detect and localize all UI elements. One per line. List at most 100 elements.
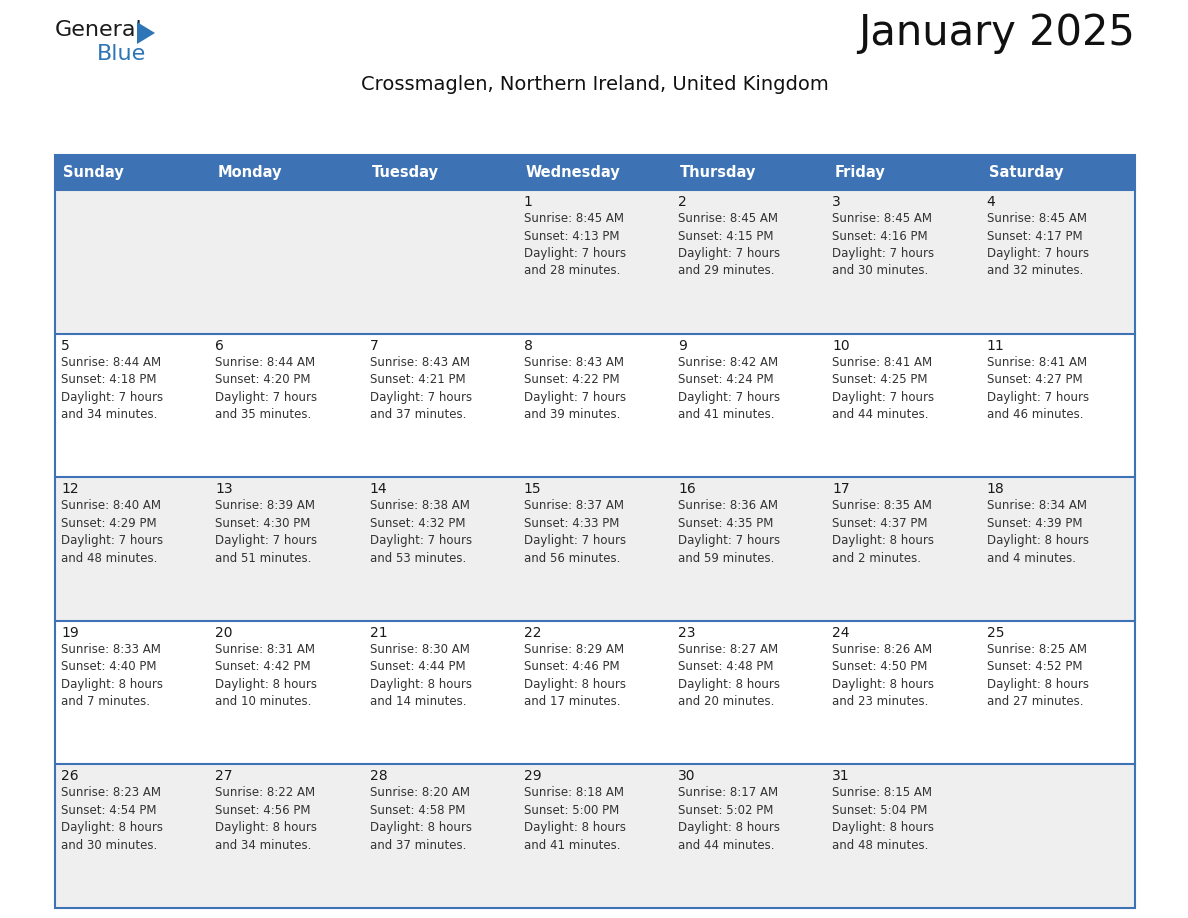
Text: 27: 27 [215, 769, 233, 783]
Text: Sunrise: 8:30 AM
Sunset: 4:44 PM
Daylight: 8 hours
and 14 minutes.: Sunrise: 8:30 AM Sunset: 4:44 PM Dayligh… [369, 643, 472, 709]
Text: Sunday: Sunday [63, 165, 124, 180]
Text: 3: 3 [833, 195, 841, 209]
Text: 2: 2 [678, 195, 687, 209]
Bar [827, 765, 981, 908]
Text: Sunrise: 8:15 AM
Sunset: 5:04 PM
Daylight: 8 hours
and 48 minutes.: Sunrise: 8:15 AM Sunset: 5:04 PM Dayligh… [833, 787, 935, 852]
Bar [518, 155, 672, 190]
Bar [672, 765, 827, 908]
Bar [518, 333, 672, 477]
Text: Sunrise: 8:43 AM
Sunset: 4:22 PM
Daylight: 7 hours
and 39 minutes.: Sunrise: 8:43 AM Sunset: 4:22 PM Dayligh… [524, 355, 626, 421]
Text: 10: 10 [833, 339, 851, 353]
Text: 23: 23 [678, 626, 696, 640]
Text: 21: 21 [369, 626, 387, 640]
Text: Blue: Blue [97, 44, 146, 64]
Bar [827, 621, 981, 765]
Bar [55, 155, 209, 190]
Text: Sunrise: 8:41 AM
Sunset: 4:27 PM
Daylight: 7 hours
and 46 minutes.: Sunrise: 8:41 AM Sunset: 4:27 PM Dayligh… [987, 355, 1089, 421]
Text: Friday: Friday [834, 165, 885, 180]
Polygon shape [137, 22, 154, 44]
Bar [209, 190, 364, 333]
Bar [672, 155, 827, 190]
Text: 14: 14 [369, 482, 387, 497]
Text: Sunrise: 8:33 AM
Sunset: 4:40 PM
Daylight: 8 hours
and 7 minutes.: Sunrise: 8:33 AM Sunset: 4:40 PM Dayligh… [61, 643, 163, 709]
Text: 28: 28 [369, 769, 387, 783]
Text: 5: 5 [61, 339, 70, 353]
Bar [209, 155, 364, 190]
Bar [981, 333, 1135, 477]
Text: Sunrise: 8:31 AM
Sunset: 4:42 PM
Daylight: 8 hours
and 10 minutes.: Sunrise: 8:31 AM Sunset: 4:42 PM Dayligh… [215, 643, 317, 709]
Bar [518, 621, 672, 765]
Text: Sunrise: 8:34 AM
Sunset: 4:39 PM
Daylight: 8 hours
and 4 minutes.: Sunrise: 8:34 AM Sunset: 4:39 PM Dayligh… [987, 499, 1088, 565]
Bar [672, 190, 827, 333]
Bar [364, 333, 518, 477]
Text: 25: 25 [987, 626, 1004, 640]
Bar [55, 190, 209, 333]
Text: January 2025: January 2025 [858, 12, 1135, 54]
Text: Sunrise: 8:45 AM
Sunset: 4:13 PM
Daylight: 7 hours
and 28 minutes.: Sunrise: 8:45 AM Sunset: 4:13 PM Dayligh… [524, 212, 626, 277]
Bar [981, 765, 1135, 908]
Text: 18: 18 [987, 482, 1005, 497]
Text: Sunrise: 8:43 AM
Sunset: 4:21 PM
Daylight: 7 hours
and 37 minutes.: Sunrise: 8:43 AM Sunset: 4:21 PM Dayligh… [369, 355, 472, 421]
Bar [981, 155, 1135, 190]
Bar [55, 477, 209, 621]
Bar [364, 621, 518, 765]
Text: 15: 15 [524, 482, 542, 497]
Bar [209, 765, 364, 908]
Text: 16: 16 [678, 482, 696, 497]
Text: Sunrise: 8:44 AM
Sunset: 4:18 PM
Daylight: 7 hours
and 34 minutes.: Sunrise: 8:44 AM Sunset: 4:18 PM Dayligh… [61, 355, 163, 421]
Text: Sunrise: 8:42 AM
Sunset: 4:24 PM
Daylight: 7 hours
and 41 minutes.: Sunrise: 8:42 AM Sunset: 4:24 PM Dayligh… [678, 355, 781, 421]
Bar [981, 477, 1135, 621]
Bar [55, 333, 209, 477]
Text: 17: 17 [833, 482, 851, 497]
Bar [209, 477, 364, 621]
Text: 31: 31 [833, 769, 851, 783]
Text: Sunrise: 8:22 AM
Sunset: 4:56 PM
Daylight: 8 hours
and 34 minutes.: Sunrise: 8:22 AM Sunset: 4:56 PM Dayligh… [215, 787, 317, 852]
Bar [209, 333, 364, 477]
Text: Sunrise: 8:36 AM
Sunset: 4:35 PM
Daylight: 7 hours
and 59 minutes.: Sunrise: 8:36 AM Sunset: 4:35 PM Dayligh… [678, 499, 781, 565]
Text: 4: 4 [987, 195, 996, 209]
Text: Sunrise: 8:27 AM
Sunset: 4:48 PM
Daylight: 8 hours
and 20 minutes.: Sunrise: 8:27 AM Sunset: 4:48 PM Dayligh… [678, 643, 781, 709]
Bar [981, 621, 1135, 765]
Text: 6: 6 [215, 339, 225, 353]
Text: Sunrise: 8:45 AM
Sunset: 4:16 PM
Daylight: 7 hours
and 30 minutes.: Sunrise: 8:45 AM Sunset: 4:16 PM Dayligh… [833, 212, 935, 277]
Text: 30: 30 [678, 769, 696, 783]
Text: Sunrise: 8:23 AM
Sunset: 4:54 PM
Daylight: 8 hours
and 30 minutes.: Sunrise: 8:23 AM Sunset: 4:54 PM Dayligh… [61, 787, 163, 852]
Bar [364, 155, 518, 190]
Text: 7: 7 [369, 339, 378, 353]
Text: Sunrise: 8:45 AM
Sunset: 4:15 PM
Daylight: 7 hours
and 29 minutes.: Sunrise: 8:45 AM Sunset: 4:15 PM Dayligh… [678, 212, 781, 277]
Text: 12: 12 [61, 482, 78, 497]
Bar [827, 155, 981, 190]
Text: 20: 20 [215, 626, 233, 640]
Text: Sunrise: 8:26 AM
Sunset: 4:50 PM
Daylight: 8 hours
and 23 minutes.: Sunrise: 8:26 AM Sunset: 4:50 PM Dayligh… [833, 643, 935, 709]
Bar [55, 155, 1135, 908]
Text: Tuesday: Tuesday [372, 165, 438, 180]
Text: Saturday: Saturday [988, 165, 1063, 180]
Text: General: General [55, 20, 143, 40]
Text: Sunrise: 8:20 AM
Sunset: 4:58 PM
Daylight: 8 hours
and 37 minutes.: Sunrise: 8:20 AM Sunset: 4:58 PM Dayligh… [369, 787, 472, 852]
Bar [518, 190, 672, 333]
Bar [55, 621, 209, 765]
Bar [55, 765, 209, 908]
Text: Sunrise: 8:37 AM
Sunset: 4:33 PM
Daylight: 7 hours
and 56 minutes.: Sunrise: 8:37 AM Sunset: 4:33 PM Dayligh… [524, 499, 626, 565]
Bar [518, 765, 672, 908]
Bar [827, 190, 981, 333]
Bar [827, 477, 981, 621]
Text: Thursday: Thursday [681, 165, 757, 180]
Bar [827, 333, 981, 477]
Text: Sunrise: 8:17 AM
Sunset: 5:02 PM
Daylight: 8 hours
and 44 minutes.: Sunrise: 8:17 AM Sunset: 5:02 PM Dayligh… [678, 787, 781, 852]
Text: 1: 1 [524, 195, 532, 209]
Text: 8: 8 [524, 339, 532, 353]
Text: Monday: Monday [217, 165, 282, 180]
Text: 11: 11 [987, 339, 1005, 353]
Bar [981, 190, 1135, 333]
Text: Sunrise: 8:40 AM
Sunset: 4:29 PM
Daylight: 7 hours
and 48 minutes.: Sunrise: 8:40 AM Sunset: 4:29 PM Dayligh… [61, 499, 163, 565]
Text: Crossmaglen, Northern Ireland, United Kingdom: Crossmaglen, Northern Ireland, United Ki… [361, 75, 829, 94]
Text: Sunrise: 8:35 AM
Sunset: 4:37 PM
Daylight: 8 hours
and 2 minutes.: Sunrise: 8:35 AM Sunset: 4:37 PM Dayligh… [833, 499, 935, 565]
Bar [364, 190, 518, 333]
Text: Sunrise: 8:25 AM
Sunset: 4:52 PM
Daylight: 8 hours
and 27 minutes.: Sunrise: 8:25 AM Sunset: 4:52 PM Dayligh… [987, 643, 1088, 709]
Text: 29: 29 [524, 769, 542, 783]
Text: Sunrise: 8:38 AM
Sunset: 4:32 PM
Daylight: 7 hours
and 53 minutes.: Sunrise: 8:38 AM Sunset: 4:32 PM Dayligh… [369, 499, 472, 565]
Bar [209, 621, 364, 765]
Bar [672, 477, 827, 621]
Text: 22: 22 [524, 626, 542, 640]
